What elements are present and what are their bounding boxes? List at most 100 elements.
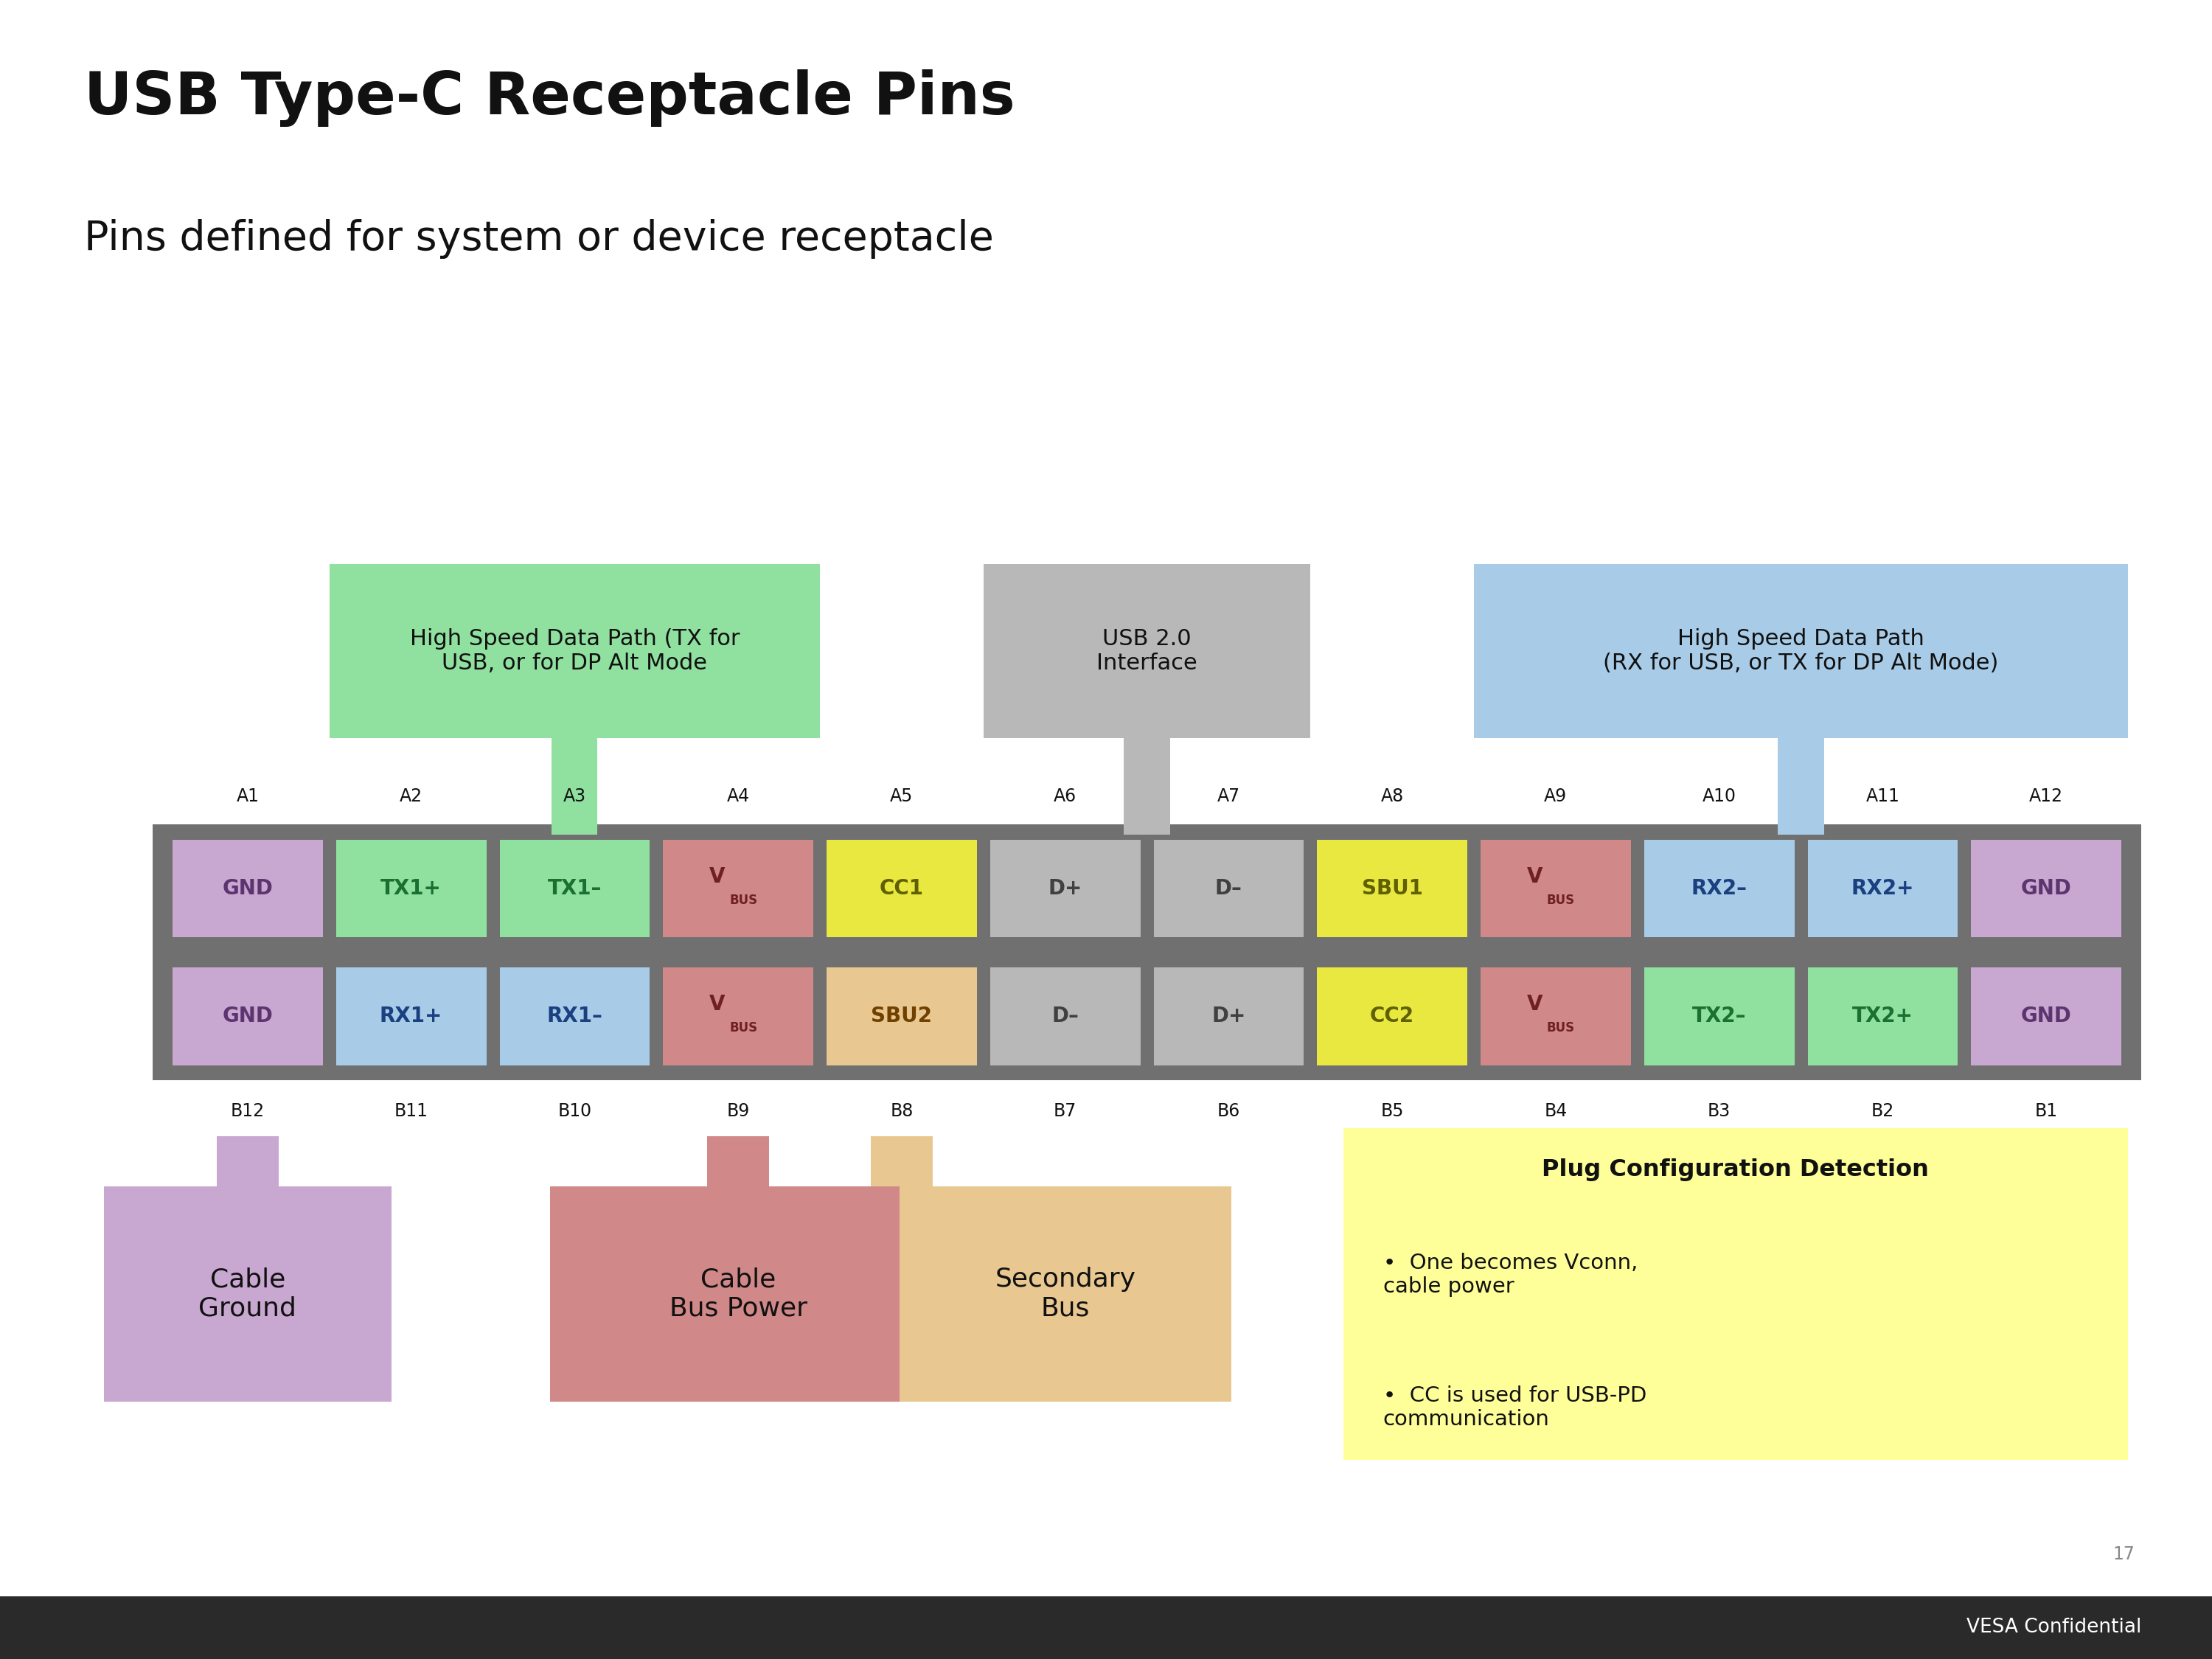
Text: B12: B12 — [230, 1103, 265, 1120]
FancyBboxPatch shape — [153, 825, 2141, 1080]
Text: A11: A11 — [1865, 788, 1900, 805]
FancyBboxPatch shape — [1644, 839, 1794, 937]
FancyBboxPatch shape — [551, 1186, 927, 1402]
FancyBboxPatch shape — [217, 1136, 279, 1186]
Text: CC1: CC1 — [880, 878, 925, 899]
Text: GND: GND — [221, 878, 272, 899]
Text: TX1–: TX1– — [549, 878, 602, 899]
Text: •  One becomes Vconn,
cable power: • One becomes Vconn, cable power — [1382, 1253, 1637, 1297]
Text: Plug Configuration Detection: Plug Configuration Detection — [1542, 1158, 1929, 1181]
Text: BUS: BUS — [730, 1022, 757, 1035]
Text: Cable
Ground: Cable Ground — [199, 1267, 296, 1321]
Text: RX2+: RX2+ — [1851, 878, 1913, 899]
Text: A1: A1 — [237, 788, 259, 805]
Text: A8: A8 — [1380, 788, 1405, 805]
Text: TX2–: TX2– — [1692, 1005, 1745, 1027]
Text: BUS: BUS — [1546, 893, 1575, 906]
FancyBboxPatch shape — [1480, 967, 1630, 1065]
Text: B8: B8 — [889, 1103, 914, 1120]
Text: B10: B10 — [557, 1103, 591, 1120]
FancyBboxPatch shape — [173, 967, 323, 1065]
FancyBboxPatch shape — [1316, 967, 1467, 1065]
FancyBboxPatch shape — [1360, 1128, 1422, 1136]
FancyBboxPatch shape — [336, 967, 487, 1065]
Text: TX2+: TX2+ — [1851, 1005, 1913, 1027]
Text: D–: D– — [1051, 1005, 1079, 1027]
FancyBboxPatch shape — [104, 1186, 392, 1402]
FancyBboxPatch shape — [1155, 967, 1303, 1065]
Text: B2: B2 — [1871, 1103, 1893, 1120]
Text: A3: A3 — [564, 788, 586, 805]
Text: GND: GND — [2022, 878, 2073, 899]
Text: V: V — [1526, 994, 1542, 1015]
FancyBboxPatch shape — [991, 967, 1141, 1065]
Text: GND: GND — [2022, 1005, 2073, 1027]
Text: RX2–: RX2– — [1692, 878, 1747, 899]
Text: A5: A5 — [889, 788, 914, 805]
Text: B3: B3 — [1708, 1103, 1730, 1120]
FancyBboxPatch shape — [551, 738, 597, 834]
FancyBboxPatch shape — [173, 839, 323, 937]
FancyBboxPatch shape — [1155, 839, 1303, 937]
Text: Pins defined for system or device receptacle: Pins defined for system or device recept… — [84, 219, 993, 259]
FancyBboxPatch shape — [0, 1596, 2212, 1659]
Text: BUS: BUS — [730, 893, 757, 906]
Text: High Speed Data Path (TX for
USB, or for DP Alt Mode: High Speed Data Path (TX for USB, or for… — [409, 629, 739, 674]
FancyBboxPatch shape — [984, 564, 1310, 738]
Text: A9: A9 — [1544, 788, 1566, 805]
FancyBboxPatch shape — [500, 839, 650, 937]
FancyBboxPatch shape — [1316, 839, 1467, 937]
FancyBboxPatch shape — [1480, 839, 1630, 937]
Text: D+: D+ — [1048, 878, 1082, 899]
Text: CC2: CC2 — [1369, 1005, 1413, 1027]
FancyBboxPatch shape — [708, 1136, 770, 1186]
Text: V: V — [1526, 866, 1542, 888]
Text: V: V — [710, 994, 726, 1015]
FancyBboxPatch shape — [1971, 839, 2121, 937]
Text: SBU2: SBU2 — [872, 1005, 931, 1027]
Text: RX1+: RX1+ — [380, 1005, 442, 1027]
FancyBboxPatch shape — [500, 967, 650, 1065]
FancyBboxPatch shape — [991, 839, 1141, 937]
Text: USB Type-C Receptacle Pins: USB Type-C Receptacle Pins — [84, 70, 1015, 128]
Text: TX1+: TX1+ — [380, 878, 442, 899]
FancyBboxPatch shape — [872, 1136, 933, 1186]
Text: B5: B5 — [1380, 1103, 1405, 1120]
Text: Cable
Bus Power: Cable Bus Power — [670, 1267, 807, 1321]
Text: VESA Confidential: VESA Confidential — [1966, 1618, 2141, 1637]
FancyBboxPatch shape — [1343, 1128, 2128, 1460]
Text: V: V — [710, 866, 726, 888]
Text: USB 2.0
Interface: USB 2.0 Interface — [1097, 629, 1197, 674]
Text: •  CC is used for USB-PD
communication: • CC is used for USB-PD communication — [1382, 1385, 1646, 1430]
FancyBboxPatch shape — [1971, 967, 2121, 1065]
FancyBboxPatch shape — [1778, 738, 1825, 834]
Text: A2: A2 — [400, 788, 422, 805]
Text: A6: A6 — [1053, 788, 1077, 805]
Text: GND: GND — [221, 1005, 272, 1027]
Text: D–: D– — [1214, 878, 1243, 899]
Text: A12: A12 — [2028, 788, 2064, 805]
FancyBboxPatch shape — [827, 839, 978, 937]
Text: BUS: BUS — [1546, 1022, 1575, 1035]
Text: B4: B4 — [1544, 1103, 1566, 1120]
Text: 17: 17 — [2112, 1546, 2135, 1563]
Text: B11: B11 — [394, 1103, 429, 1120]
FancyBboxPatch shape — [153, 957, 2141, 967]
Text: Secondary
Bus: Secondary Bus — [995, 1267, 1135, 1321]
Text: RX1–: RX1– — [546, 1005, 602, 1027]
Text: B7: B7 — [1053, 1103, 1077, 1120]
Text: B9: B9 — [726, 1103, 750, 1120]
FancyBboxPatch shape — [664, 967, 814, 1065]
FancyBboxPatch shape — [1807, 839, 1958, 937]
Text: B6: B6 — [1217, 1103, 1241, 1120]
FancyBboxPatch shape — [900, 1186, 1232, 1402]
FancyBboxPatch shape — [1473, 564, 2128, 738]
Text: D+: D+ — [1212, 1005, 1245, 1027]
Text: A4: A4 — [728, 788, 750, 805]
Text: A10: A10 — [1703, 788, 1736, 805]
FancyBboxPatch shape — [1807, 967, 1958, 1065]
FancyBboxPatch shape — [1124, 738, 1170, 834]
Text: A7: A7 — [1217, 788, 1241, 805]
Text: High Speed Data Path
(RX for USB, or TX for DP Alt Mode): High Speed Data Path (RX for USB, or TX … — [1604, 629, 2000, 674]
Text: B1: B1 — [2035, 1103, 2057, 1120]
